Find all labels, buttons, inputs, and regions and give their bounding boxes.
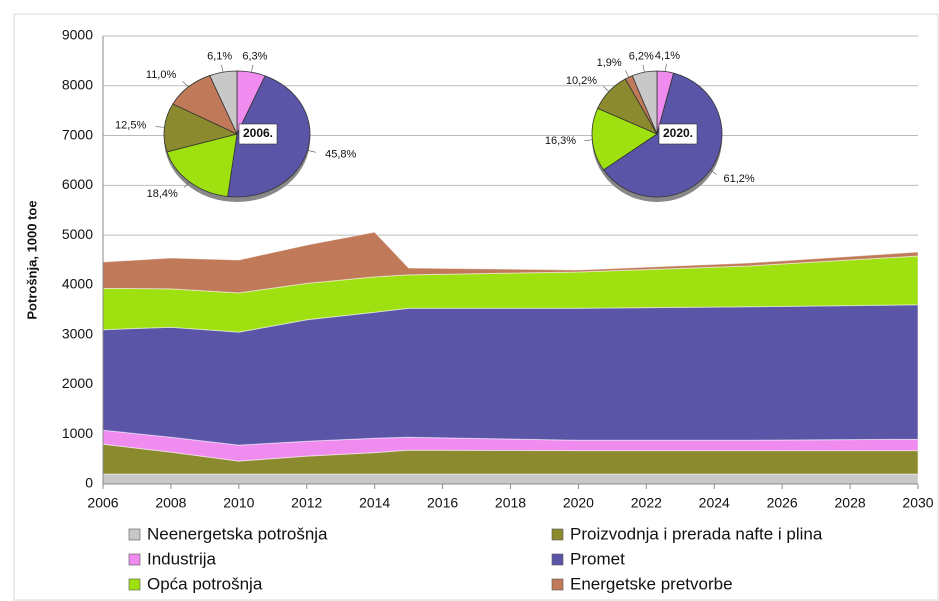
x-tick-label: 2028 [835,495,866,511]
pie-title-box [238,123,278,145]
x-tick-label: 2020 [563,495,594,511]
legend-label: Promet [570,549,625,568]
pie-value-label: 12,5% [115,120,146,132]
label-leader [625,70,630,78]
x-tick-label: 2022 [631,495,662,511]
legend-swatch [128,553,141,566]
pie-title-box [658,123,698,145]
y-tick-label: 5000 [62,226,93,242]
label-leader [155,126,165,128]
y-tick-label: 7000 [62,126,93,142]
label-leader [603,86,610,92]
legend-swatch [128,528,141,541]
legend-swatch [128,578,141,591]
x-tick-label: 2014 [359,495,390,511]
x-tick-label: 2016 [427,495,458,511]
y-axis-label: Potrošnja, 1000 toe [24,200,39,319]
legend-label: Opća potrošnja [147,574,263,593]
pie-slice [631,70,658,135]
label-leader [183,181,190,188]
y-tick-label: 0 [85,475,93,491]
x-tick-label: 2030 [902,495,933,511]
y-tick-label: 3000 [62,325,93,341]
x-tick-label: 2010 [223,495,254,511]
pie-value-label: 61,2% [724,173,755,185]
label-leader [642,64,645,73]
area [102,231,919,294]
label-leader [307,150,317,153]
pie-value-label: 6,2% [629,51,654,63]
pie-value-label: 16,3% [545,135,576,147]
legend-label: Industrija [147,549,217,568]
y-tick-label: 2000 [62,375,93,391]
y-tick-label: 4000 [62,276,93,292]
y-tick-label: 8000 [62,76,93,92]
x-tick-label: 2024 [699,495,730,511]
chart-frame [13,13,939,601]
pie-title: 2020. [663,126,693,140]
pie-value-label: 6,3% [242,51,267,63]
label-leader [221,64,224,73]
x-tick-label: 2006 [87,495,118,511]
x-tick-label: 2018 [495,495,526,511]
pie-value-label: 4,1% [655,50,680,62]
legend-label: Neenergetska potrošnja [147,524,328,543]
x-tick-label: 2008 [155,495,186,511]
pie-slice [163,103,239,153]
x-tick-label: 2026 [767,495,798,511]
legend-label: Proizvodnja i prerada nafte i plina [570,524,823,543]
pie-value-label: 1,9% [597,57,622,69]
x-tick-label: 2012 [291,495,322,511]
label-leader [584,139,593,141]
y-tick-label: 1000 [62,425,93,441]
legend-swatch [551,553,564,566]
label-leader [710,169,717,175]
legend-label: Energetske pretvorbe [570,574,733,593]
pie-value-label: 11,0% [146,69,177,81]
pie-title: 2006. [243,126,273,140]
legend-swatch [551,578,564,591]
label-leader [251,64,254,73]
pie-value-label: 45,8% [325,148,356,160]
y-tick-label: 6000 [62,176,93,192]
legend-swatch [551,528,564,541]
pie-value-label: 18,4% [147,188,178,200]
label-leader [665,63,667,72]
pie-slice [591,107,658,171]
label-leader [182,81,189,88]
pie-value-label: 6,1% [207,51,232,63]
pie-value-label: 10,2% [566,75,597,87]
y-tick-label: 9000 [62,27,93,43]
area [102,473,919,485]
